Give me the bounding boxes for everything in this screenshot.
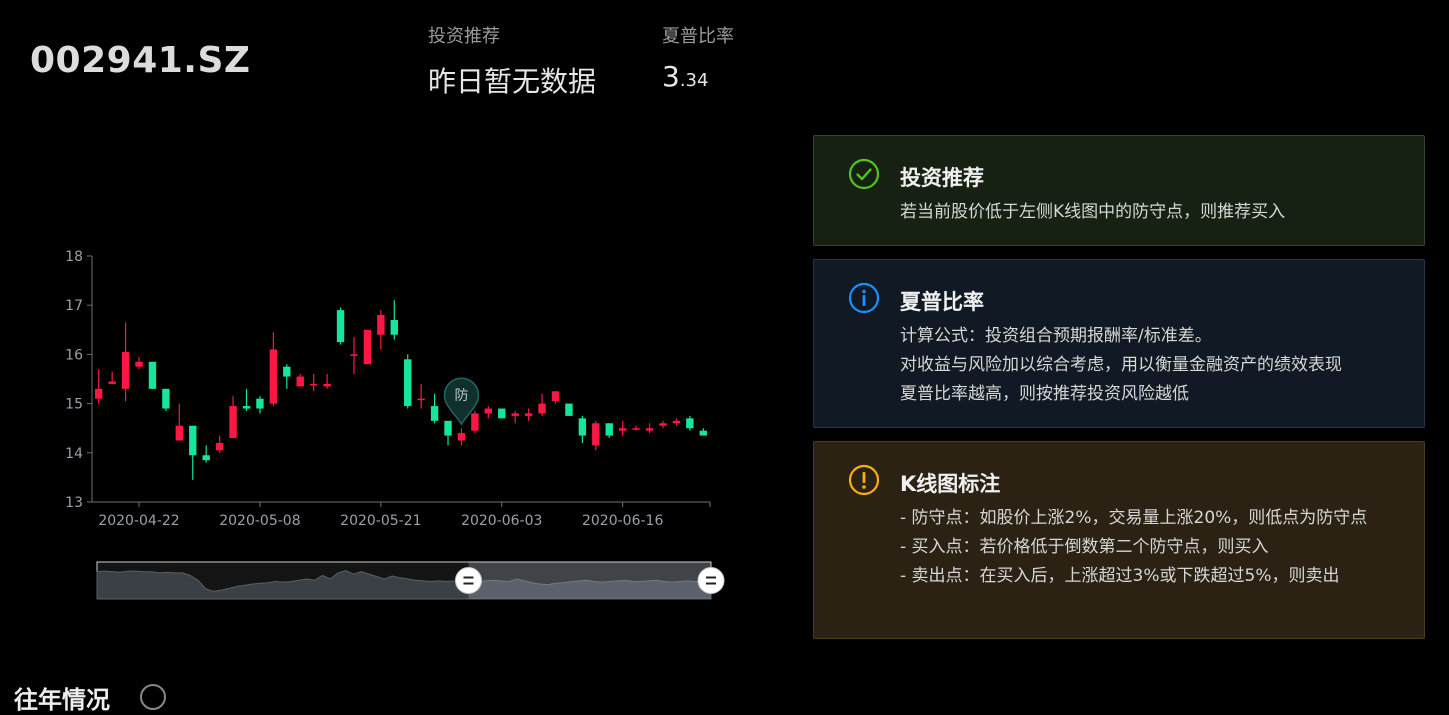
sharpe-card: 夏普比率 计算公式：投资组合预期报酬率/标准差。 对收益与风险加以综合考虑，用以… bbox=[813, 259, 1425, 428]
y-tick-label: 13 bbox=[65, 495, 83, 511]
candle-body bbox=[175, 425, 184, 441]
candle-body bbox=[296, 376, 304, 387]
candle-body bbox=[121, 351, 130, 389]
candle-body bbox=[565, 403, 573, 416]
exclamation-circle-icon bbox=[848, 464, 880, 496]
kline-notes-card: K线图标注 - 防守点：如股价上涨2%，交易量上涨20%，则低点为防守点 - 买… bbox=[813, 441, 1425, 639]
candle-body bbox=[148, 361, 157, 389]
candle-body bbox=[645, 428, 654, 431]
candle-body bbox=[618, 428, 627, 431]
sharpe-card-title: 夏普比率 bbox=[900, 290, 984, 314]
candle-body bbox=[430, 406, 439, 421]
candle-body bbox=[686, 418, 694, 429]
candle-body bbox=[404, 359, 412, 407]
x-tick-label: 2020-06-03 bbox=[461, 513, 542, 529]
zoom-overview-area bbox=[96, 569, 712, 600]
card-line: 若当前股价低于左侧K线图中的防守点，则推荐买入 bbox=[900, 202, 1286, 222]
section-title: 往年情况 bbox=[14, 686, 110, 714]
candle-body bbox=[95, 388, 103, 399]
candle-body bbox=[377, 315, 385, 335]
y-tick-label: 18 bbox=[65, 249, 83, 265]
candle-body bbox=[578, 418, 587, 436]
candle-body bbox=[189, 425, 197, 456]
check-circle-icon bbox=[848, 158, 880, 190]
candle-body bbox=[336, 310, 345, 343]
x-tick-label: 2020-04-22 bbox=[98, 513, 179, 529]
x-tick-label: 2020-05-08 bbox=[219, 513, 300, 529]
candle-body bbox=[283, 366, 291, 377]
card-line: - 防守点：如股价上涨2%，交易量上涨20%，则低点为防守点 bbox=[900, 508, 1368, 528]
candle-body bbox=[390, 319, 398, 335]
help-icon[interactable] bbox=[140, 684, 166, 710]
zoom-selected-range bbox=[468, 562, 711, 599]
candle-body bbox=[323, 383, 331, 387]
sharpe-value: 3.34 bbox=[662, 60, 734, 93]
recommendation-label: 投资推荐 bbox=[428, 26, 500, 47]
candle-body bbox=[511, 413, 519, 416]
candle-body bbox=[229, 406, 237, 439]
candle-body bbox=[135, 361, 143, 367]
x-tick-label: 2020-05-21 bbox=[340, 513, 421, 529]
defense-point-label: 防 bbox=[454, 388, 468, 404]
card-line: 对收益与风险加以综合考虑，用以衡量金融资产的绩效表现 bbox=[900, 355, 1342, 375]
candle-body bbox=[215, 442, 224, 451]
candle-body bbox=[350, 354, 358, 356]
candle-body bbox=[524, 413, 533, 416]
defense-point-marker bbox=[443, 377, 480, 426]
candle-body bbox=[457, 433, 466, 441]
candle-body bbox=[699, 430, 707, 436]
candle-body bbox=[471, 413, 479, 431]
candle-body bbox=[498, 408, 506, 419]
card-line: 夏普比率越高，则按推荐投资风险越低 bbox=[900, 384, 1189, 404]
sharpe-label: 夏普比率 bbox=[662, 26, 734, 47]
sharpe-value-dec: .34 bbox=[679, 70, 709, 91]
stock-ticker: 002941.SZ bbox=[30, 40, 251, 81]
candle-body bbox=[202, 455, 210, 461]
candle-body bbox=[605, 423, 613, 436]
y-tick-label: 14 bbox=[65, 446, 83, 462]
recommendation-stat: 投资推荐 昨日暂无数据 bbox=[428, 22, 596, 100]
candle-body bbox=[309, 383, 318, 386]
y-tick-label: 17 bbox=[65, 298, 83, 314]
info-circle-icon bbox=[848, 282, 880, 314]
zoom-handle-left[interactable] bbox=[454, 567, 482, 594]
sharpe-value-int: 3 bbox=[662, 60, 680, 93]
candle-body bbox=[108, 381, 116, 384]
recommendation-card-body: 若当前股价低于左侧K线图中的防守点，则推荐买入 bbox=[900, 198, 1394, 227]
kline-notes-card-body: - 防守点：如股价上涨2%，交易量上涨20%，则低点为防守点 - 买入点：若价格… bbox=[900, 504, 1394, 591]
candle-body bbox=[551, 391, 560, 402]
y-tick-label: 15 bbox=[65, 397, 83, 413]
card-line: - 买入点：若价格低于倒数第二个防守点，则买入 bbox=[900, 537, 1269, 557]
candle-body bbox=[162, 388, 170, 409]
candle-body bbox=[659, 423, 667, 426]
sharpe-stat: 夏普比率 3.34 bbox=[662, 22, 734, 93]
candle-body bbox=[592, 423, 600, 446]
candle-body bbox=[632, 428, 640, 430]
recommendation-card: 投资推荐 若当前股价低于左侧K线图中的防守点，则推荐买入 bbox=[813, 135, 1425, 246]
y-tick-label: 16 bbox=[65, 347, 83, 363]
candle-body bbox=[269, 349, 278, 404]
candle-body bbox=[417, 398, 425, 401]
card-line: 计算公式：投资组合预期报酬率/标准差。 bbox=[900, 326, 1212, 346]
candle-body bbox=[242, 406, 251, 409]
sharpe-card-body: 计算公式：投资组合预期报酬率/标准差。 对收益与风险加以综合考虑，用以衡量金融资… bbox=[900, 322, 1394, 409]
candle-body bbox=[444, 420, 452, 436]
x-tick-label: 2020-06-16 bbox=[582, 513, 663, 529]
candle-body bbox=[256, 398, 264, 409]
recommendation-card-title: 投资推荐 bbox=[900, 166, 984, 190]
candle-body bbox=[484, 408, 493, 414]
card-line: - 卖出点：在买入后，上涨超过3%或下跌超过5%，则卖出 bbox=[900, 566, 1340, 586]
candle-body bbox=[538, 403, 546, 414]
candle-body bbox=[672, 420, 681, 424]
candlestick-chart: 13 14 15 16 17 18 2020-04-22 2020-05-08 2020-05-… bbox=[65, 249, 725, 600]
candle-body bbox=[363, 329, 372, 365]
recommendation-value: 昨日暂无数据 bbox=[428, 65, 597, 98]
zoom-handle-right[interactable] bbox=[697, 567, 725, 594]
kline-notes-card-title: K线图标注 bbox=[900, 472, 1001, 496]
